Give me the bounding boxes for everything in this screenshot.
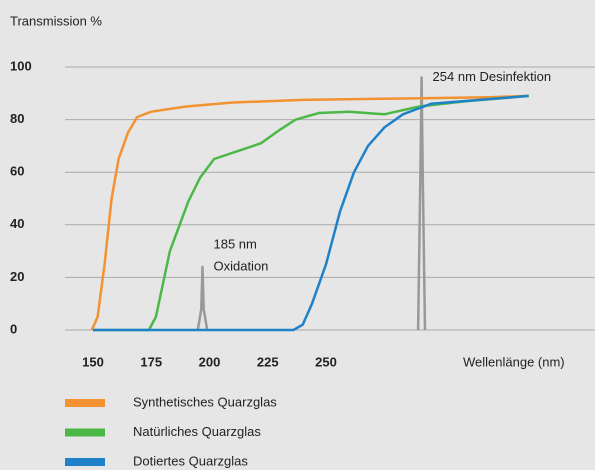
y-tick-label: 40 [10, 216, 24, 231]
y-tick-label: 20 [10, 269, 24, 284]
y-axis-label: Transmission % [10, 13, 102, 28]
annotation: 254 nm Desinfektion [433, 69, 552, 84]
x-tick-label: 150 [82, 354, 104, 369]
spike-line [416, 76, 427, 331]
series-line [93, 94, 529, 332]
x-tick-label: 175 [140, 354, 162, 369]
spike-line [196, 265, 209, 331]
legend-label: Synthetisches Quarzglas [133, 394, 277, 409]
y-tick-label: 60 [10, 164, 24, 179]
y-tick-label: 100 [10, 58, 32, 73]
y-tick-label: 0 [10, 321, 17, 336]
annotation: Oxidation [213, 258, 268, 273]
legend-label: Natürliches Quarzglas [133, 424, 261, 439]
x-tick-label: 200 [199, 354, 221, 369]
legend-swatch [65, 428, 105, 437]
y-tick-label: 80 [10, 111, 24, 126]
legend-swatch [65, 399, 105, 407]
annotation: 185 nm [213, 236, 256, 251]
x-axis-label: Wellenlänge (nm) [463, 354, 565, 369]
x-tick-label: 225 [257, 354, 279, 369]
legend-swatch [65, 458, 105, 466]
series-line [93, 94, 529, 332]
series-line [90, 94, 529, 331]
legend-label: Dotiertes Quarzglas [133, 453, 248, 468]
x-tick-label: 250 [315, 354, 337, 369]
